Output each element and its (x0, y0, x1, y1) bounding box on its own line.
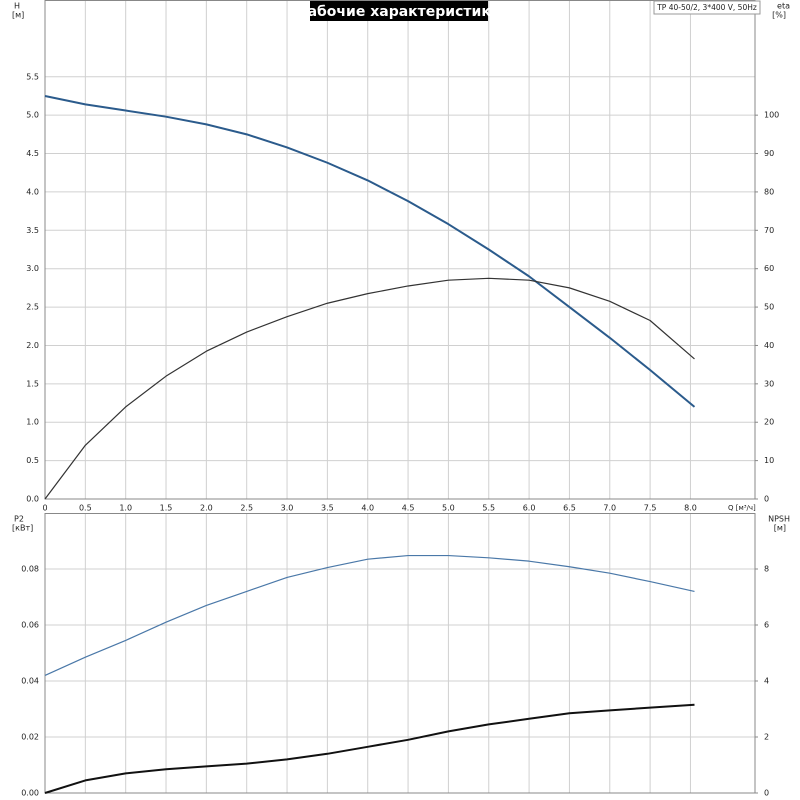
x-tick-label: 1.0 (119, 504, 132, 513)
x-tick-label: 0.5 (79, 504, 92, 513)
y-tick-label: 4.5 (26, 149, 39, 158)
x-tick-label: 7.0 (603, 504, 616, 513)
curve (44, 94, 696, 408)
y-tick-label: 2.0 (26, 341, 39, 350)
info-label: TP 40-50/2, 3*400 V, 50Hz (656, 3, 757, 12)
y2-tick-label: 90 (764, 149, 774, 158)
curve (44, 554, 695, 676)
y-axis-unit: [м] (12, 11, 24, 20)
x-axis-label: Q [м³/ч] (728, 504, 756, 512)
y-tick-label: 3.5 (26, 226, 39, 235)
y2-tick-label: 6 (764, 621, 769, 630)
title-box (310, 1, 488, 21)
x-tick-label: 3.5 (321, 504, 334, 513)
x-tick-label: 2.5 (240, 504, 253, 513)
x-tick-label: 2.0 (200, 504, 213, 513)
x-tick-label: 5.5 (482, 504, 495, 513)
y-tick-label: 5.5 (26, 72, 39, 81)
y2-tick-label: 100 (764, 111, 779, 120)
curve (44, 277, 695, 500)
y2-axis-label: eta (777, 2, 790, 11)
y2-axis-label: NPSH (768, 515, 790, 524)
x-tick-label: 6.0 (523, 504, 536, 513)
y2-axis-unit: [м] (774, 524, 786, 533)
y-tick-label: 0.04 (21, 677, 39, 686)
y2-tick-label: 10 (764, 456, 774, 465)
y2-tick-label: 40 (764, 341, 774, 350)
y-axis-label: H (14, 2, 20, 11)
y-axis-unit: [кВт] (12, 524, 33, 533)
y-tick-label: 1.0 (26, 418, 39, 427)
y2-tick-label: 20 (764, 418, 774, 427)
y2-tick-label: 80 (764, 187, 774, 196)
x-tick-label: 5.0 (442, 504, 455, 513)
x-tick-label: 6.5 (563, 504, 576, 513)
x-tick-label: 4.5 (402, 504, 415, 513)
y2-tick-label: 70 (764, 226, 774, 235)
y2-tick-label: 8 (764, 565, 769, 574)
y2-tick-label: 0 (764, 495, 769, 504)
y2-tick-label: 50 (764, 303, 774, 312)
x-tick-label: 8.0 (684, 504, 697, 513)
y-tick-label: 1.5 (26, 379, 39, 388)
y2-tick-label: 4 (764, 677, 769, 686)
y-tick-label: 0.02 (21, 733, 39, 742)
y-tick-label: 2.5 (26, 303, 39, 312)
x-tick-label: 4.0 (361, 504, 374, 513)
y2-tick-label: 30 (764, 379, 774, 388)
y2-axis-unit: [%] (772, 11, 786, 20)
x-tick-label: 3.0 (281, 504, 294, 513)
x-tick-label: 7.5 (644, 504, 657, 513)
y-tick-label: 5.0 (26, 111, 39, 120)
y-tick-label: 3.0 (26, 264, 39, 273)
plot-frame (44, 0, 756, 500)
y-tick-label: 0.5 (26, 456, 39, 465)
curve (44, 703, 695, 794)
y2-tick-label: 2 (764, 733, 769, 742)
y2-tick-label: 0 (764, 789, 769, 798)
plot-frame (44, 513, 756, 794)
x-tick-label: 1.5 (160, 504, 173, 513)
y-tick-label: 0.06 (21, 621, 39, 630)
info-box (653, 0, 761, 15)
y2-tick-label: 60 (764, 264, 774, 273)
x-tick-label: 0 (42, 504, 47, 513)
y-tick-label: 0.00 (21, 789, 39, 798)
y-axis-label: P2 (14, 515, 24, 524)
y-tick-label: 4.0 (26, 187, 39, 196)
y-tick-label: 0.08 (21, 565, 39, 574)
y-tick-label: 0.0 (26, 495, 39, 504)
chart-title: Рабочие характеристики (297, 4, 500, 20)
